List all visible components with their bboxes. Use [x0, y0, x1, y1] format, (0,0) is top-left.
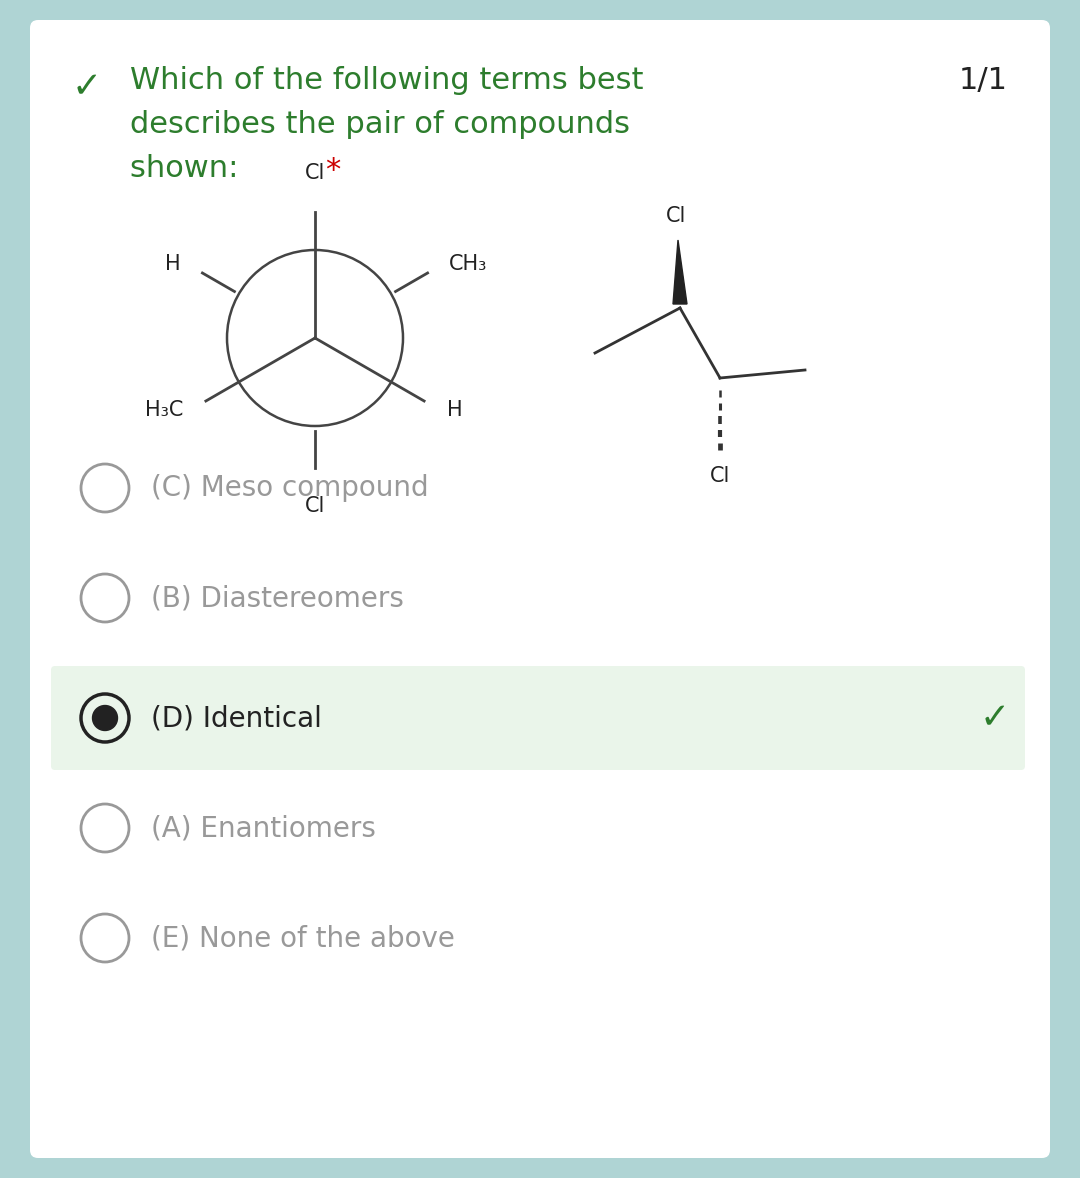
Text: 1/1: 1/1 [959, 66, 1008, 95]
FancyBboxPatch shape [30, 20, 1050, 1158]
Text: (B) Diastereomers: (B) Diastereomers [151, 584, 404, 613]
Text: (E) None of the above: (E) None of the above [151, 924, 455, 952]
Text: Cl: Cl [305, 163, 325, 183]
Text: Cl: Cl [665, 206, 686, 226]
Text: describes the pair of compounds: describes the pair of compounds [130, 110, 630, 139]
Text: H₃C: H₃C [145, 399, 184, 419]
FancyBboxPatch shape [51, 666, 1025, 770]
Text: Which of the following terms best: Which of the following terms best [130, 66, 644, 95]
Text: shown:: shown: [130, 154, 248, 183]
Polygon shape [673, 240, 687, 304]
Text: (A) Enantiomers: (A) Enantiomers [151, 814, 376, 842]
Text: Cl: Cl [305, 496, 325, 516]
Text: CH₃: CH₃ [449, 254, 487, 274]
Text: (D) Identical: (D) Identical [151, 704, 322, 732]
Text: H: H [165, 254, 180, 274]
Text: *: * [325, 155, 340, 185]
Text: ✓: ✓ [72, 70, 103, 104]
Text: ✓: ✓ [980, 701, 1010, 735]
Text: Cl: Cl [710, 466, 730, 487]
Circle shape [93, 706, 118, 730]
Text: (C) Meso compound: (C) Meso compound [151, 474, 429, 502]
Text: H: H [447, 399, 462, 419]
